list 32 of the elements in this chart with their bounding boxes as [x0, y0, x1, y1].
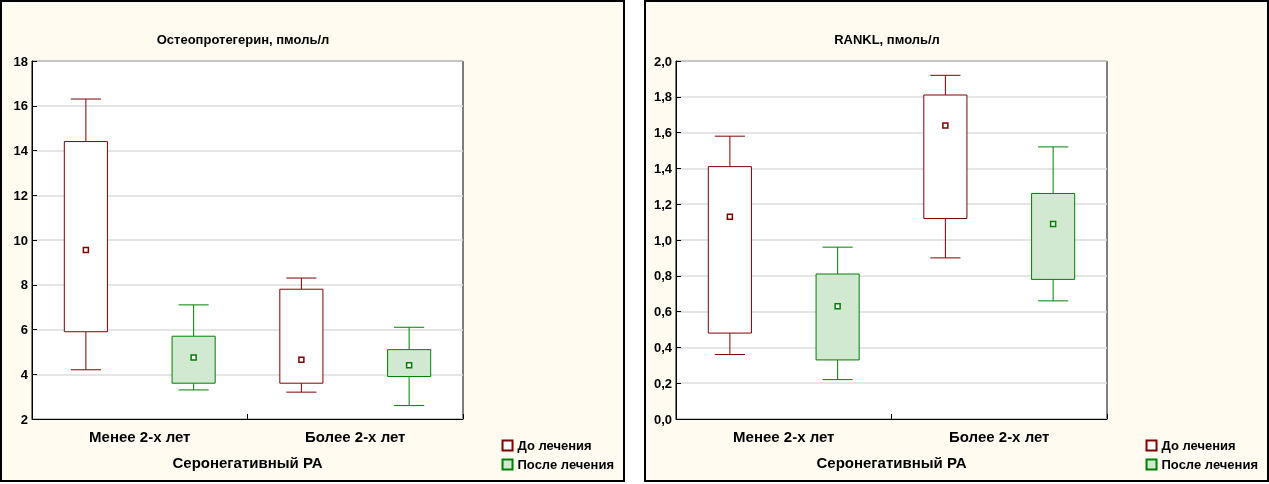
- x-axis-title: Серонегативный РА: [816, 454, 967, 471]
- y-tick-label: 0,0: [653, 411, 672, 427]
- chart-title: RANKL, пмоль/л: [834, 32, 940, 47]
- x-axis-title: Серонегативный РА: [172, 454, 323, 471]
- y-tick-label: 14: [13, 143, 29, 158]
- x-tick-label: Более 2-х лет: [305, 428, 406, 445]
- x-tick-label: Менее 2-х лет: [733, 428, 835, 445]
- y-tick-label: 0,2: [653, 375, 672, 391]
- y-tick-label: 0,6: [653, 304, 672, 320]
- legend-label: После лечения: [1161, 457, 1259, 472]
- y-tick-label: 8: [20, 277, 28, 293]
- y-tick-label: 2,0: [653, 53, 672, 69]
- legend-label: После лечения: [517, 457, 615, 472]
- y-tick-label: 1,8: [653, 89, 672, 105]
- legend-label: До лечения: [1161, 438, 1236, 453]
- y-tick-label: 2: [20, 411, 28, 427]
- y-tick-label: 16: [13, 98, 28, 114]
- y-tick-label: 1,6: [653, 125, 672, 141]
- y-tick-label: 0,4: [653, 339, 673, 355]
- chart-title: Остеопротегерин, пмоль/л: [156, 32, 330, 47]
- legend-label: До лечения: [517, 438, 592, 453]
- x-tick-label: Менее 2-х лет: [89, 428, 191, 445]
- y-tick-label: 10: [13, 232, 28, 248]
- y-tick-label: 18: [13, 53, 28, 69]
- y-tick-label: 4: [20, 366, 29, 382]
- y-tick-label: 12: [13, 187, 28, 203]
- y-tick-label: 1,0: [653, 232, 672, 248]
- y-tick-label: 1,2: [653, 196, 672, 212]
- x-tick-label: Более 2-х лет: [949, 428, 1050, 445]
- y-tick-label: 0,8: [653, 268, 672, 284]
- y-tick-label: 1,4: [653, 160, 673, 176]
- y-tick-label: 6: [20, 322, 28, 337]
